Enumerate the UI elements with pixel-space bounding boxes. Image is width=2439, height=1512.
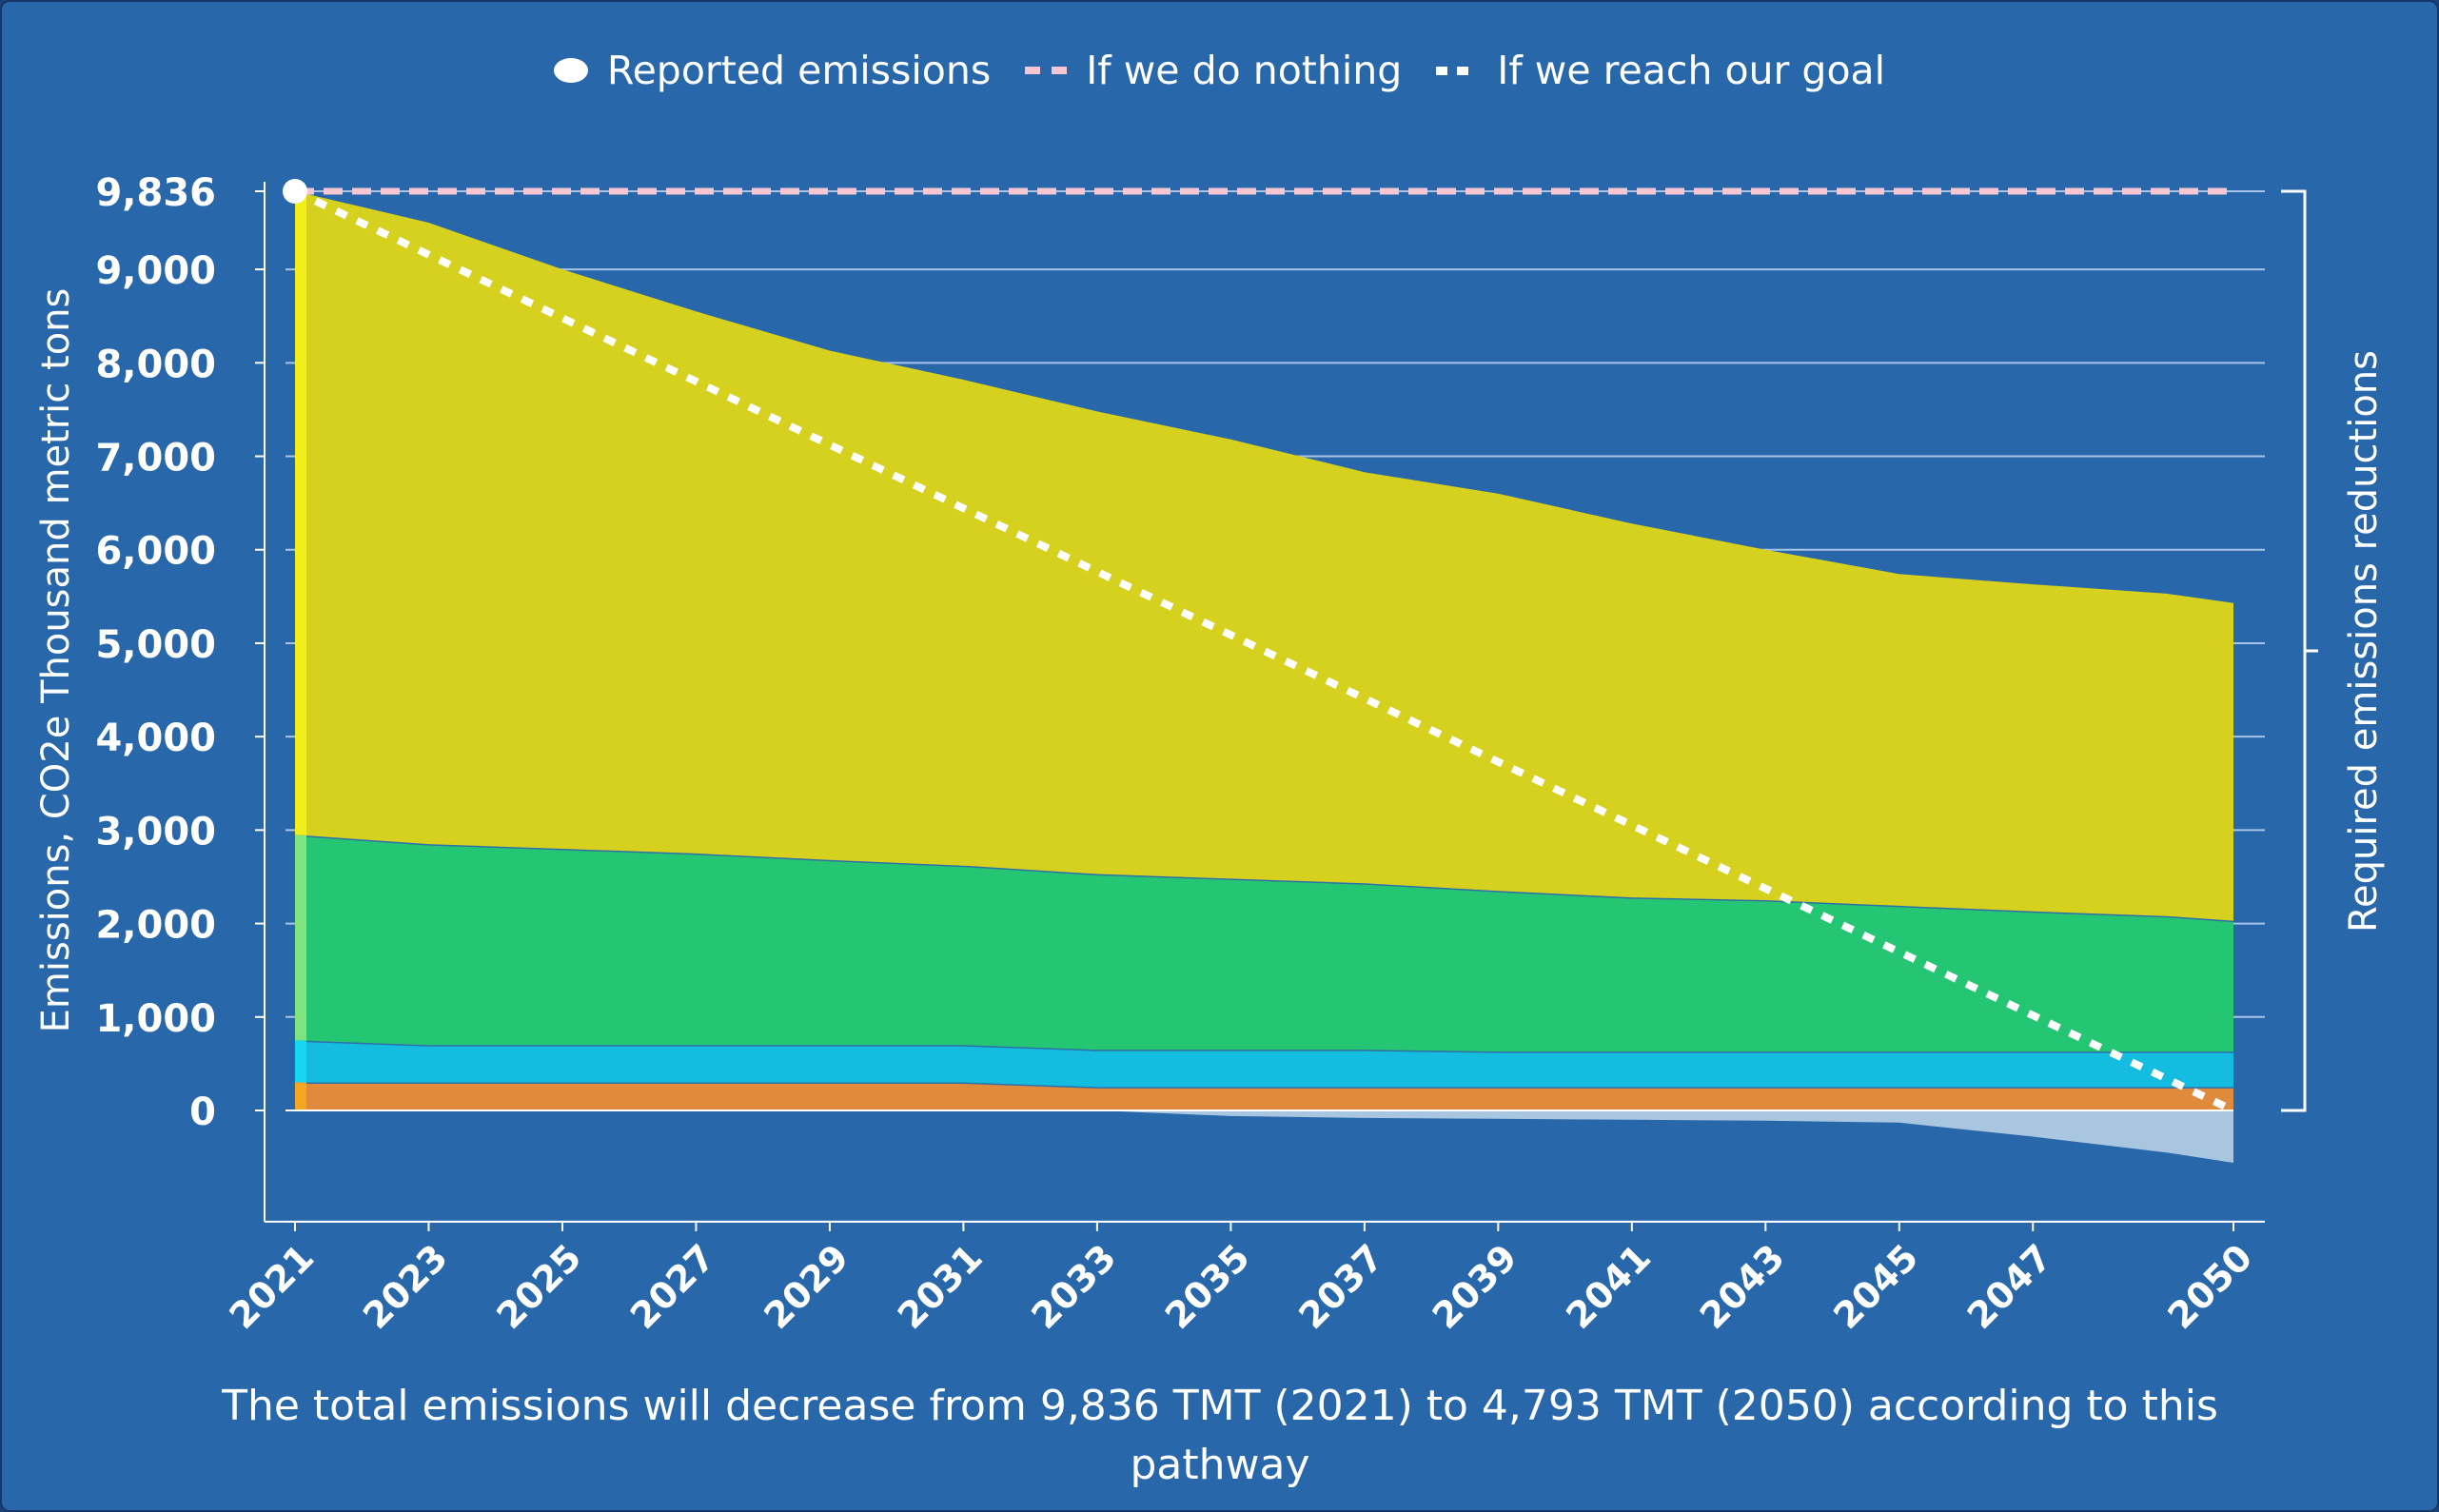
goal-line — [293, 187, 2235, 1114]
y-tick-label: 3,000 — [95, 810, 216, 854]
legend-item-reported[interactable]: Reported emissions — [553, 48, 992, 93]
area-start-yellow — [295, 191, 306, 835]
area-start-orange — [295, 1082, 306, 1110]
x-tick-label: 2041 — [1558, 1236, 1659, 1337]
x-tick-label: 2031 — [890, 1236, 991, 1337]
x-tick-label: 2043 — [1692, 1236, 1793, 1337]
x-tick-label: 2029 — [756, 1236, 856, 1337]
legend-label-do-nothing: If we do nothing — [1086, 48, 1403, 93]
legend-dot-icon — [553, 58, 588, 83]
legend-dotted-icon — [1436, 66, 1479, 75]
legend-label-reported: Reported emissions — [606, 48, 992, 93]
area-start-green — [295, 835, 306, 1041]
area-start-cyan — [295, 1040, 306, 1083]
area-removals — [295, 1110, 2233, 1163]
reported-point — [283, 179, 307, 204]
x-tick-label: 2035 — [1157, 1236, 1258, 1337]
x-tick-label: 2050 — [2159, 1236, 2260, 1337]
y-tick-label: 0 — [189, 1090, 216, 1134]
y-tick-label: 9,836 — [95, 171, 216, 215]
x-tick-label: 2021 — [221, 1236, 322, 1337]
y-tick-label: 5,000 — [95, 623, 216, 667]
legend-item-goal[interactable]: If we reach our goal — [1436, 48, 1885, 93]
chart-caption: The total emissions will decrease from 9… — [222, 1382, 2218, 1489]
x-tick-label: 2037 — [1290, 1236, 1391, 1337]
x-tick-label: 2027 — [622, 1236, 723, 1337]
y-tick-label: 6,000 — [95, 530, 216, 574]
y-tick-label: 9,000 — [95, 249, 216, 293]
x-tick-label: 2023 — [355, 1236, 456, 1337]
reference-lines — [283, 179, 2235, 1114]
x-tick-label: 2033 — [1023, 1236, 1124, 1337]
axes — [255, 182, 2318, 1231]
x-tick-label: 2047 — [1959, 1236, 2060, 1337]
y-tick-label: 1,000 — [95, 997, 216, 1041]
legend: Reported emissions If we do nothing If w… — [2, 48, 2437, 93]
area-yellow — [295, 191, 2233, 921]
x-tick-label: 2025 — [488, 1236, 589, 1337]
x-tick-label: 2045 — [1825, 1236, 1926, 1337]
y-tick-label: 2,000 — [95, 904, 216, 948]
x-tick-label: 2039 — [1425, 1236, 1525, 1337]
y-tick-label: 8,000 — [95, 343, 216, 386]
area-orange — [295, 1082, 2233, 1110]
y-tick-label: 4,000 — [95, 717, 216, 760]
stacked-areas — [294, 191, 2234, 1163]
legend-label-goal: If we reach our goal — [1497, 48, 1886, 93]
area-green — [295, 835, 2233, 1052]
right-axis-label: Required emissions reductions — [2342, 350, 2386, 933]
y-axis-title: Emissions, CO2e Thousand metric tons — [34, 288, 78, 1033]
legend-item-do-nothing[interactable]: If we do nothing — [1025, 48, 1402, 93]
legend-dash-icon — [1025, 67, 1068, 74]
reduction-bracket — [2281, 189, 2307, 1112]
y-tick-label: 7,000 — [95, 437, 216, 481]
